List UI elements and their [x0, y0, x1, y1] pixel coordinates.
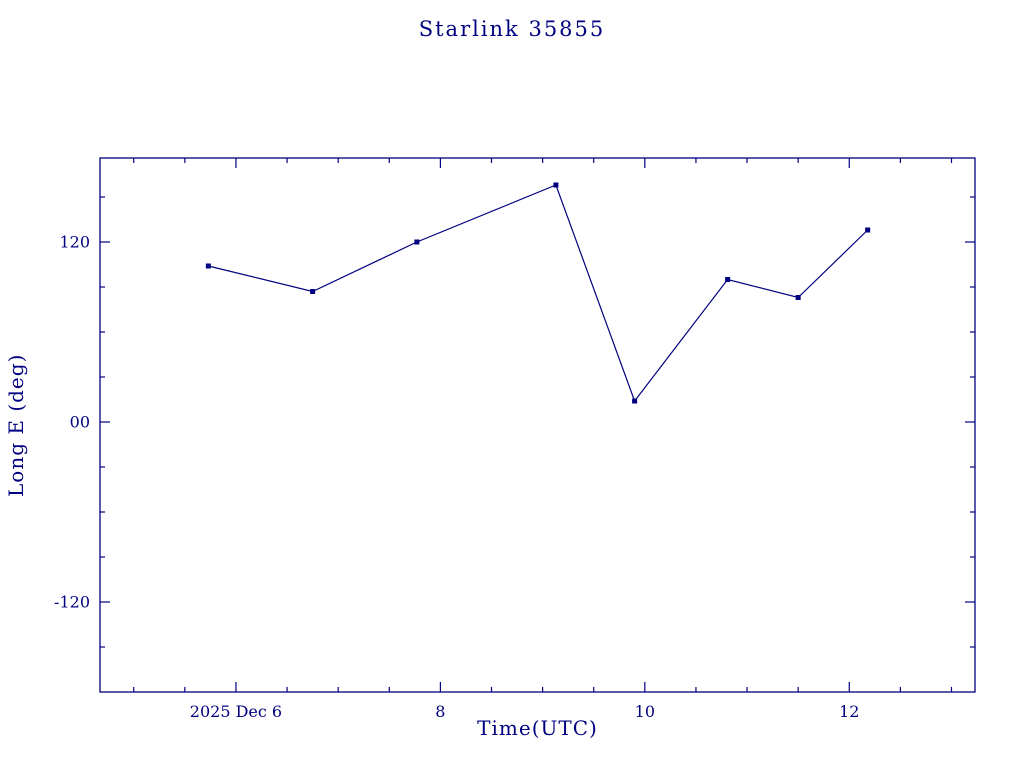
x-axis-title: Time(UTC) [477, 716, 598, 740]
data-point-marker [414, 239, 420, 245]
x-tick-label: 10 [635, 702, 655, 721]
y-tick-label: -120 [54, 593, 90, 612]
plot-frame [99, 157, 976, 693]
data-point-marker [795, 295, 801, 300]
data-point-marker [725, 277, 731, 282]
x-tick-label: 12 [839, 702, 859, 721]
x-tick-label: 2025 Dec 6 [190, 702, 282, 721]
data-point-marker [553, 182, 559, 188]
x-tick-label: 8 [435, 702, 445, 721]
data-line [208, 184, 869, 403]
data-point-marker [865, 227, 871, 233]
data-point-marker [632, 398, 638, 404]
y-tick-label: 120 [59, 233, 90, 252]
data-point-marker [310, 289, 316, 294]
data-point-marker [205, 263, 211, 269]
chart-title: Starlink 35855 [418, 17, 606, 41]
y-tick-label: 00 [70, 413, 90, 432]
